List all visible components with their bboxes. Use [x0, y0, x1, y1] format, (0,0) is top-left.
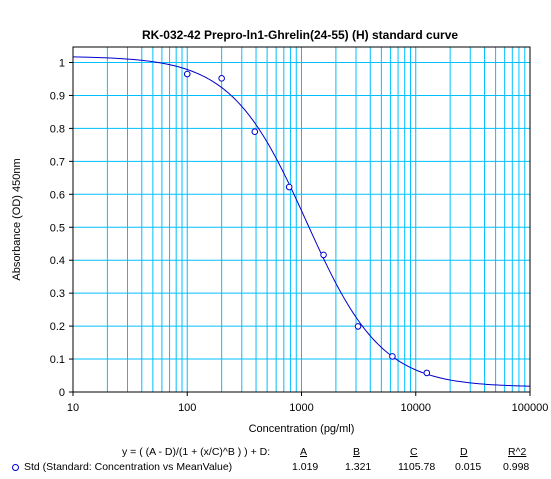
- legend-series-row: Std (Standard: Concentration vs MeanValu…: [0, 461, 551, 477]
- legend-header-row: y = ( (A - D)/(1 + (x/C)^B ) ) + D: A B …: [0, 446, 551, 462]
- x-tick-label: 10000: [400, 402, 431, 414]
- data-point: [183, 70, 191, 78]
- header-r2: R^2: [508, 446, 527, 458]
- y-axis-label: Absorbance (OD) 450nm: [11, 158, 23, 280]
- data-point: [285, 183, 293, 191]
- series-marker-icon: [12, 464, 19, 471]
- value-d: 0.015: [455, 461, 482, 473]
- grid-lines: [73, 47, 530, 392]
- data-point: [320, 251, 327, 259]
- value-b: 1.321: [345, 461, 372, 473]
- data-point: [354, 323, 362, 330]
- fit-equation: y = ( (A - D)/(1 + (x/C)^B ) ) + D:: [122, 446, 271, 458]
- data-point: [389, 353, 396, 360]
- y-tick-label: 0.5: [50, 222, 65, 234]
- fit-legend: y = ( (A - D)/(1 + (x/C)^B ) ) + D: A B …: [0, 442, 551, 479]
- x-tick-label: 1000: [289, 402, 313, 414]
- y-tick-label: 0: [59, 387, 65, 399]
- y-tick-label: 0.6: [50, 189, 65, 201]
- header-d: D: [460, 446, 468, 458]
- x-axis-label: Concentration (pg/ml): [249, 423, 355, 435]
- y-tick-label: 0.7: [50, 156, 65, 168]
- data-point: [251, 128, 259, 135]
- x-tick-label: 100: [178, 402, 196, 414]
- header-a: A: [300, 446, 308, 458]
- chart: RK-032-42 Prepro-ln1-Ghrelin(24-55) (H) …: [11, 28, 548, 435]
- fit-curve: [72, 56, 531, 387]
- y-tick-label: 1: [59, 58, 65, 70]
- data-point: [218, 75, 225, 82]
- x-tick-label: 10: [67, 402, 79, 414]
- header-b: B: [353, 446, 361, 458]
- series-label: Std (Standard: Concentration vs MeanValu…: [24, 461, 233, 473]
- y-tick-label: 0.2: [50, 321, 65, 333]
- chart-title: RK-032-42 Prepro-ln1-Ghrelin(24-55) (H) …: [142, 28, 458, 42]
- y-tick-label: 0.3: [50, 288, 65, 300]
- y-tick-label: 0.9: [50, 90, 65, 102]
- value-a: 1.019: [292, 461, 319, 473]
- x-axis: 10 100 1000 10000 100000: [67, 392, 548, 414]
- value-c: 1105.78: [398, 461, 436, 473]
- data-points: [183, 70, 431, 377]
- y-tick-label: 0.1: [50, 354, 65, 366]
- header-c: C: [410, 446, 418, 458]
- value-r2: 0.998: [503, 461, 530, 473]
- y-axis: 0 0.1 0.2 0.3 0.4 0.5 0.6 0.7 0.8 0.9 1: [50, 58, 73, 399]
- x-tick-label: 100000: [512, 402, 549, 414]
- data-point: [423, 369, 431, 377]
- y-tick-label: 0.4: [50, 255, 65, 267]
- y-tick-label: 0.8: [50, 123, 65, 135]
